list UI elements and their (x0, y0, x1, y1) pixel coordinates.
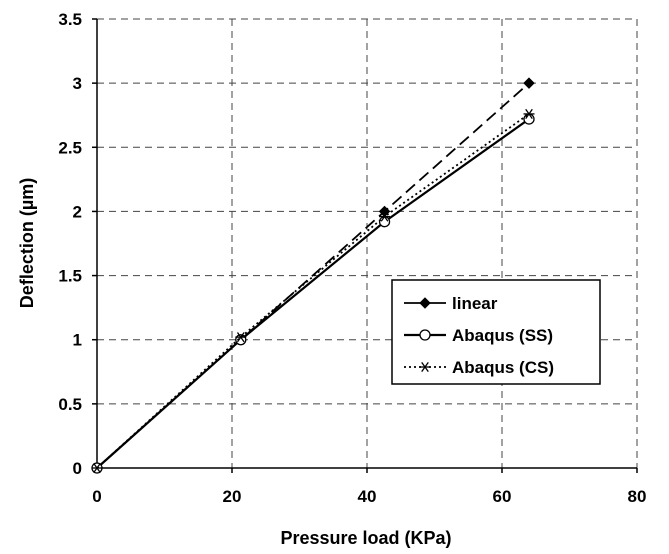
legend-item: Abaqus (CS) (404, 358, 554, 377)
x-tick-label: 80 (628, 487, 647, 506)
y-tick-label: 1 (73, 331, 82, 350)
legend-marker (419, 297, 431, 309)
legend-marker (419, 361, 431, 373)
y-tick-label: 2.5 (58, 138, 82, 157)
y-axis-title: Deflection (µm) (17, 178, 37, 308)
legend: linear Abaqus (SS) Abaqus (CS) (391, 279, 601, 385)
data-point (523, 108, 535, 119)
legend-marker (419, 329, 431, 341)
series-2 (91, 108, 535, 474)
legend-label: Abaqus (CS) (452, 358, 554, 377)
data-point (235, 332, 247, 343)
data-point (379, 211, 391, 222)
data-point (91, 462, 103, 474)
y-tick-label: 3 (73, 74, 82, 93)
y-tick-label: 2 (73, 202, 82, 221)
data-point (523, 77, 535, 89)
x-tick-label: 0 (92, 487, 101, 506)
plot-area (97, 19, 637, 468)
x-tick-label: 20 (223, 487, 242, 506)
legend-item: Abaqus (SS) (404, 326, 553, 345)
x-axis-title: Pressure load (KPa) (280, 528, 451, 548)
legend-label: linear (452, 294, 498, 313)
series-line (96, 113, 530, 469)
plot-background (97, 19, 637, 468)
series-line (96, 118, 530, 469)
y-tick-label: 3.5 (58, 10, 82, 29)
x-tick-label: 40 (358, 487, 377, 506)
data-point (378, 216, 391, 228)
legend-item: linear (404, 294, 498, 313)
legend-label: Abaqus (SS) (452, 326, 553, 345)
y-tick-label: 0 (73, 459, 82, 478)
y-tick-label: 1.5 (58, 267, 82, 286)
x-tick-label: 60 (493, 487, 512, 506)
y-tick-label: 0.5 (58, 395, 82, 414)
series (91, 77, 535, 474)
